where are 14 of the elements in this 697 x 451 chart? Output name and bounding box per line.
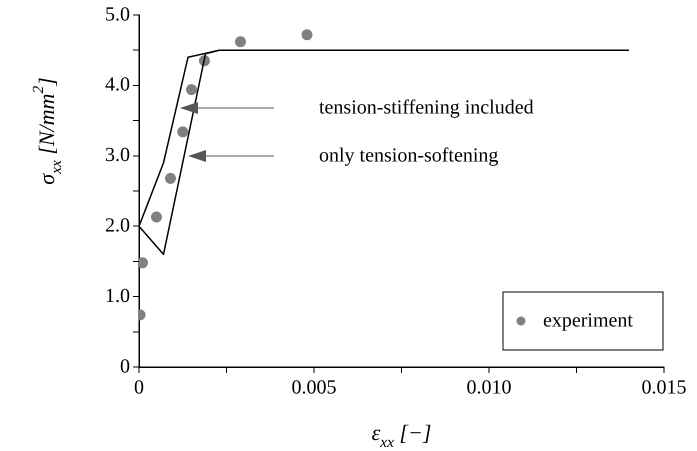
- x-tick-label: 0: [134, 376, 144, 398]
- x-tick-label: 0.005: [292, 376, 336, 398]
- annotation: only tension-softening: [319, 144, 498, 166]
- annotation: tension-stiffening included: [319, 96, 534, 118]
- y-tick-label: 2.0: [105, 214, 130, 236]
- y-axis-title: σxx [N/mm2]: [30, 77, 65, 185]
- y-tick-label: 1.0: [105, 284, 130, 307]
- y-tick-label: 4.0: [105, 74, 130, 96]
- y-tick-label: 0: [120, 355, 130, 378]
- y-tick-label: 3.0: [105, 144, 130, 166]
- y-tick-label: 5.0: [105, 3, 130, 26]
- legend-label: experiment: [543, 309, 634, 332]
- x-tick-label: 0.015: [642, 376, 686, 398]
- x-tick-label: 0.010: [466, 376, 512, 398]
